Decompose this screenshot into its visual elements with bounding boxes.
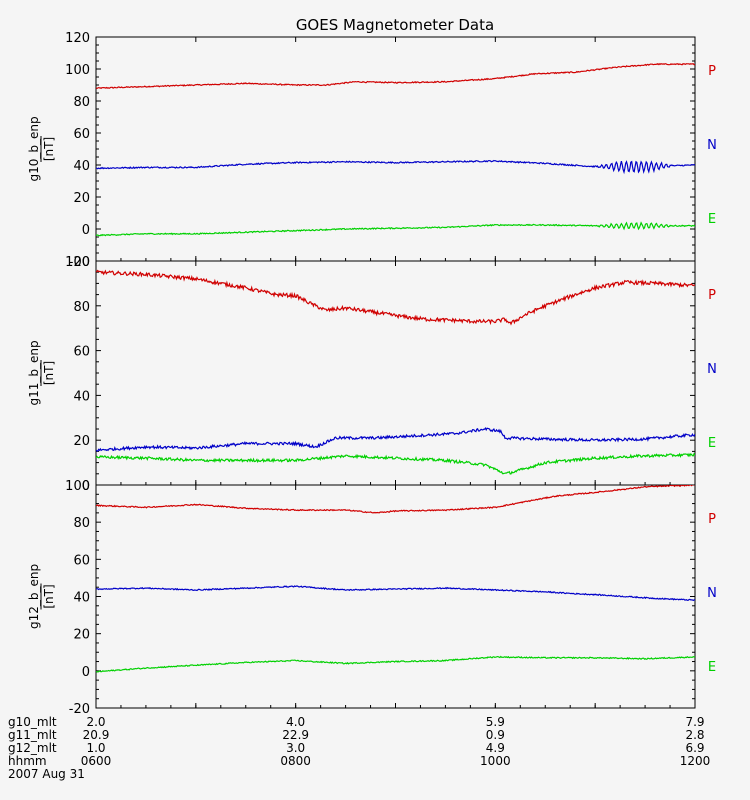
footer-value: 1200 [680, 754, 711, 768]
component-label-P: P [708, 288, 716, 303]
footer-value: 20.9 [83, 728, 110, 742]
y-tick-label: 80 [73, 95, 90, 110]
y-tick-label: 80 [73, 300, 90, 315]
component-label-E: E [708, 660, 716, 675]
footer-value: 5.9 [486, 715, 505, 729]
series-P-line [96, 269, 695, 326]
footer-value: 4.9 [486, 741, 505, 755]
series-N-line [96, 585, 695, 602]
series-E-line [96, 655, 695, 673]
y-tick-label: 100 [65, 255, 90, 270]
y-tick-label: -20 [69, 255, 90, 270]
footer-value: 1.0 [86, 741, 105, 755]
footer-value: 4.0 [286, 715, 305, 729]
y-tick-label: 100 [65, 63, 90, 78]
component-label-E: E [708, 212, 716, 227]
component-label-N: N [707, 586, 717, 601]
panel-2: 0 20 40 60 80 100 g11_b_enp [nT] P N E [27, 255, 717, 494]
y-tick-label: 20 [73, 191, 90, 206]
y-tick-label: 120 [65, 31, 90, 46]
y-tick-label: 40 [73, 389, 90, 404]
component-label-N: N [707, 138, 717, 153]
y-axis-units: [nT] [42, 584, 56, 608]
panel-frame [95, 260, 696, 486]
y-tick-label: 60 [73, 553, 90, 568]
footer-value: 0.9 [486, 728, 505, 742]
footer-value: 7.9 [685, 715, 704, 729]
series-N-line [96, 159, 695, 175]
y-tick-label: 40 [73, 159, 90, 174]
component-label-E: E [708, 436, 716, 451]
chart-title: GOES Magnetometer Data [296, 16, 494, 34]
series-E-line [96, 452, 695, 475]
component-label-N: N [707, 362, 717, 377]
y-axis-units: [nT] [42, 361, 56, 385]
footer-date: 2007 Aug 31 [8, 767, 85, 781]
y-tick-label: 60 [73, 127, 90, 142]
panel-frame [95, 484, 696, 709]
y-axis-units: [nT] [42, 137, 56, 161]
panel-frame [95, 36, 696, 262]
footer-value: 2.0 [86, 715, 105, 729]
footer-value: 6.9 [685, 741, 704, 755]
y-tick-label: 100 [65, 479, 90, 494]
footer-value: 22.9 [282, 728, 309, 742]
y-axis-label: g11_b_enp [27, 340, 41, 405]
footer-row-label: g10_mlt [8, 715, 57, 729]
component-label-P: P [708, 512, 716, 527]
y-tick-label: 0 [82, 479, 90, 494]
y-axis-label: g12_b_enp [27, 564, 41, 629]
series-N-line [96, 426, 695, 452]
y-tick-label: 0 [82, 665, 90, 680]
series-P-line [96, 485, 695, 514]
panel-3: -20 0 20 40 60 80 100 g12_b_enp [nT] P N E [27, 479, 717, 717]
y-axis-label: g10_b_enp [27, 116, 41, 181]
footer-value: 3.0 [286, 741, 305, 755]
y-tick-label: 20 [73, 628, 90, 643]
footer-row-label: g11_mlt [8, 728, 57, 742]
footer-value: 2.8 [685, 728, 704, 742]
footer-row-label: g12_mlt [8, 741, 57, 755]
y-tick-label: 20 [73, 434, 90, 449]
y-tick-label: 40 [73, 591, 90, 606]
series-E-line [96, 221, 695, 237]
footer-value: 1000 [480, 754, 511, 768]
panel-1: -20 0 20 40 60 80 100 120 g10_b_enp [nT] P N E [27, 31, 717, 270]
y-tick-label: 0 [82, 223, 90, 238]
component-label-P: P [708, 64, 716, 79]
footer-value: 0800 [280, 754, 311, 768]
y-tick-label: -20 [69, 702, 90, 717]
footer-value: 0600 [81, 754, 112, 768]
y-tick-label: 60 [73, 345, 90, 360]
footer-row-label: hhmm [8, 754, 47, 768]
series-P-line [96, 62, 695, 90]
y-tick-label: 80 [73, 516, 90, 531]
